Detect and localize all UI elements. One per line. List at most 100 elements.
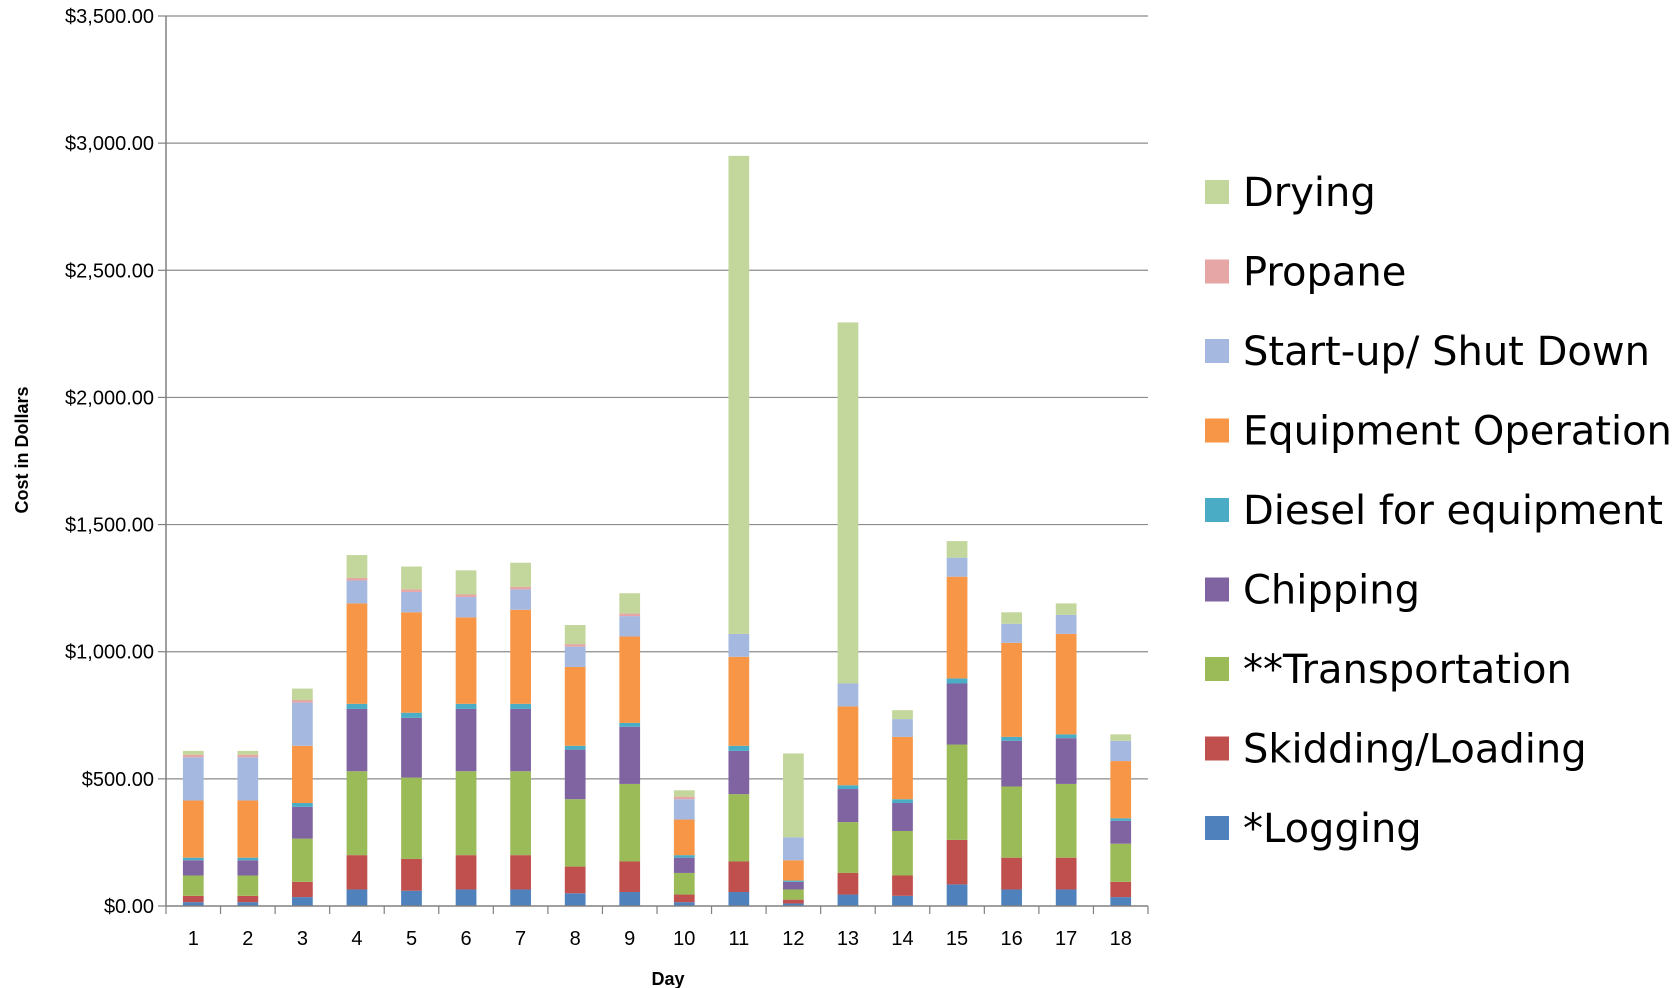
bar-segment xyxy=(1001,736,1022,741)
legend-swatch xyxy=(1205,259,1229,284)
bar-segment xyxy=(1055,734,1077,739)
bar-segment xyxy=(946,744,968,840)
bar-segment xyxy=(564,666,586,746)
bar-segment xyxy=(401,612,422,713)
bar-segment xyxy=(455,889,477,906)
bar-segment xyxy=(455,708,477,772)
y-tick-label: $3,000.00 xyxy=(65,133,154,155)
bar-segment xyxy=(892,830,913,876)
legend-label: Chipping xyxy=(1243,568,1420,614)
bar-segment xyxy=(182,757,204,801)
bar-segment xyxy=(182,750,204,755)
legend-label: **Transportation xyxy=(1243,647,1572,693)
bar-segment xyxy=(237,754,259,758)
y-tick-label: $2,500.00 xyxy=(65,260,154,282)
bar-segment xyxy=(783,881,804,890)
bar-segment xyxy=(728,633,750,657)
x-tick-label: 8 xyxy=(570,928,581,950)
bar-segment xyxy=(1001,889,1022,906)
legend-swatch xyxy=(1205,418,1229,443)
x-tick-label: 17 xyxy=(1055,928,1077,950)
bar-segment xyxy=(401,712,422,718)
bar-segment xyxy=(946,683,968,745)
bar-segment xyxy=(1055,738,1077,784)
bar-segment xyxy=(401,777,422,859)
y-tick-label: $0.00 xyxy=(104,896,154,918)
bar-segment xyxy=(564,646,586,667)
bar-segment xyxy=(1110,881,1132,898)
x-tick-labels: 1 2 3 4 5 6 7 8 9 10 11 12 13 14 15 16 17 18 xyxy=(188,928,1132,950)
y-tick-label: $2,000.00 xyxy=(65,387,154,409)
y-tick-label: $500.00 xyxy=(82,769,154,791)
gridlines xyxy=(158,15,1148,907)
bar-segment xyxy=(783,889,804,900)
legend-label: Skidding/Loading xyxy=(1243,727,1587,773)
legend-label: *Logging xyxy=(1243,806,1422,852)
legend-swatch xyxy=(1205,577,1229,602)
bar-segment xyxy=(1110,734,1132,741)
legend: Drying Propane Start-up/ Shut Down Equipmen… xyxy=(1205,170,1672,852)
bar-segment xyxy=(673,799,695,820)
x-tick-label: 2 xyxy=(242,928,253,950)
legend-swatch xyxy=(1205,736,1229,761)
bar-segment xyxy=(1001,857,1022,890)
bar-segment xyxy=(673,902,695,906)
bar-segment xyxy=(619,892,641,906)
x-tick-label: 14 xyxy=(891,928,913,950)
bar-segment xyxy=(401,566,422,590)
bar-segment xyxy=(1055,633,1077,735)
bar-segment xyxy=(892,895,913,906)
x-tick-label: 4 xyxy=(351,928,362,950)
legend-swatch xyxy=(1205,339,1229,363)
bar-segment xyxy=(673,872,695,895)
bar-segment xyxy=(346,771,368,856)
y-tick-labels: $0.00 $500.00 $1,000.00 $1,500.00 $2,000.00 $… xyxy=(65,6,154,918)
x-tick-label: 5 xyxy=(406,928,417,950)
y-tick-label: $1,000.00 xyxy=(65,642,154,664)
bar-segment xyxy=(564,644,586,647)
bar-segment xyxy=(182,902,204,906)
bar-segment xyxy=(728,155,750,634)
bars xyxy=(182,155,1132,906)
y-tick-label: $3,500.00 xyxy=(65,6,154,28)
x-tick-label: 16 xyxy=(1000,928,1022,950)
x-tick-label: 1 xyxy=(188,928,199,950)
bar-segment xyxy=(892,710,913,720)
bar-segment xyxy=(455,594,477,598)
bar-segment xyxy=(237,875,259,896)
bar-segment xyxy=(564,625,586,645)
bar-segment xyxy=(946,557,968,577)
bar-segment xyxy=(455,617,477,704)
bar-segment xyxy=(783,899,804,904)
bar-segment xyxy=(455,771,477,856)
bar-segment xyxy=(837,706,859,786)
x-tick-label: 9 xyxy=(624,928,635,950)
x-tick-label: 12 xyxy=(782,928,804,950)
bar-segment xyxy=(673,855,695,858)
bar-segment xyxy=(292,806,313,839)
bar-segment xyxy=(237,750,259,755)
x-axis-title: Day xyxy=(651,969,684,988)
bar-segment xyxy=(946,541,968,558)
bar-segment xyxy=(1055,783,1077,858)
bar-segment xyxy=(946,839,968,885)
bar-segment xyxy=(182,754,204,758)
x-tick-label: 7 xyxy=(515,928,526,950)
bar-segment xyxy=(946,678,968,684)
legend-swatch xyxy=(1205,657,1229,681)
bar-segment xyxy=(292,745,313,804)
bar-segment xyxy=(510,855,531,890)
bar-segment xyxy=(401,591,422,613)
bar-segment xyxy=(237,860,259,876)
bar-segment xyxy=(892,719,913,737)
bar-segment xyxy=(728,892,750,906)
bar-segment xyxy=(346,708,368,772)
bar-segment xyxy=(564,866,586,894)
bar-segment xyxy=(619,783,641,862)
bar-segment xyxy=(619,616,641,637)
bar-segment xyxy=(510,586,531,590)
bar-segment xyxy=(946,576,968,679)
bar-segment xyxy=(783,860,804,881)
legend-label: Equipment Operation xyxy=(1243,409,1672,455)
bar-segment xyxy=(728,750,750,795)
